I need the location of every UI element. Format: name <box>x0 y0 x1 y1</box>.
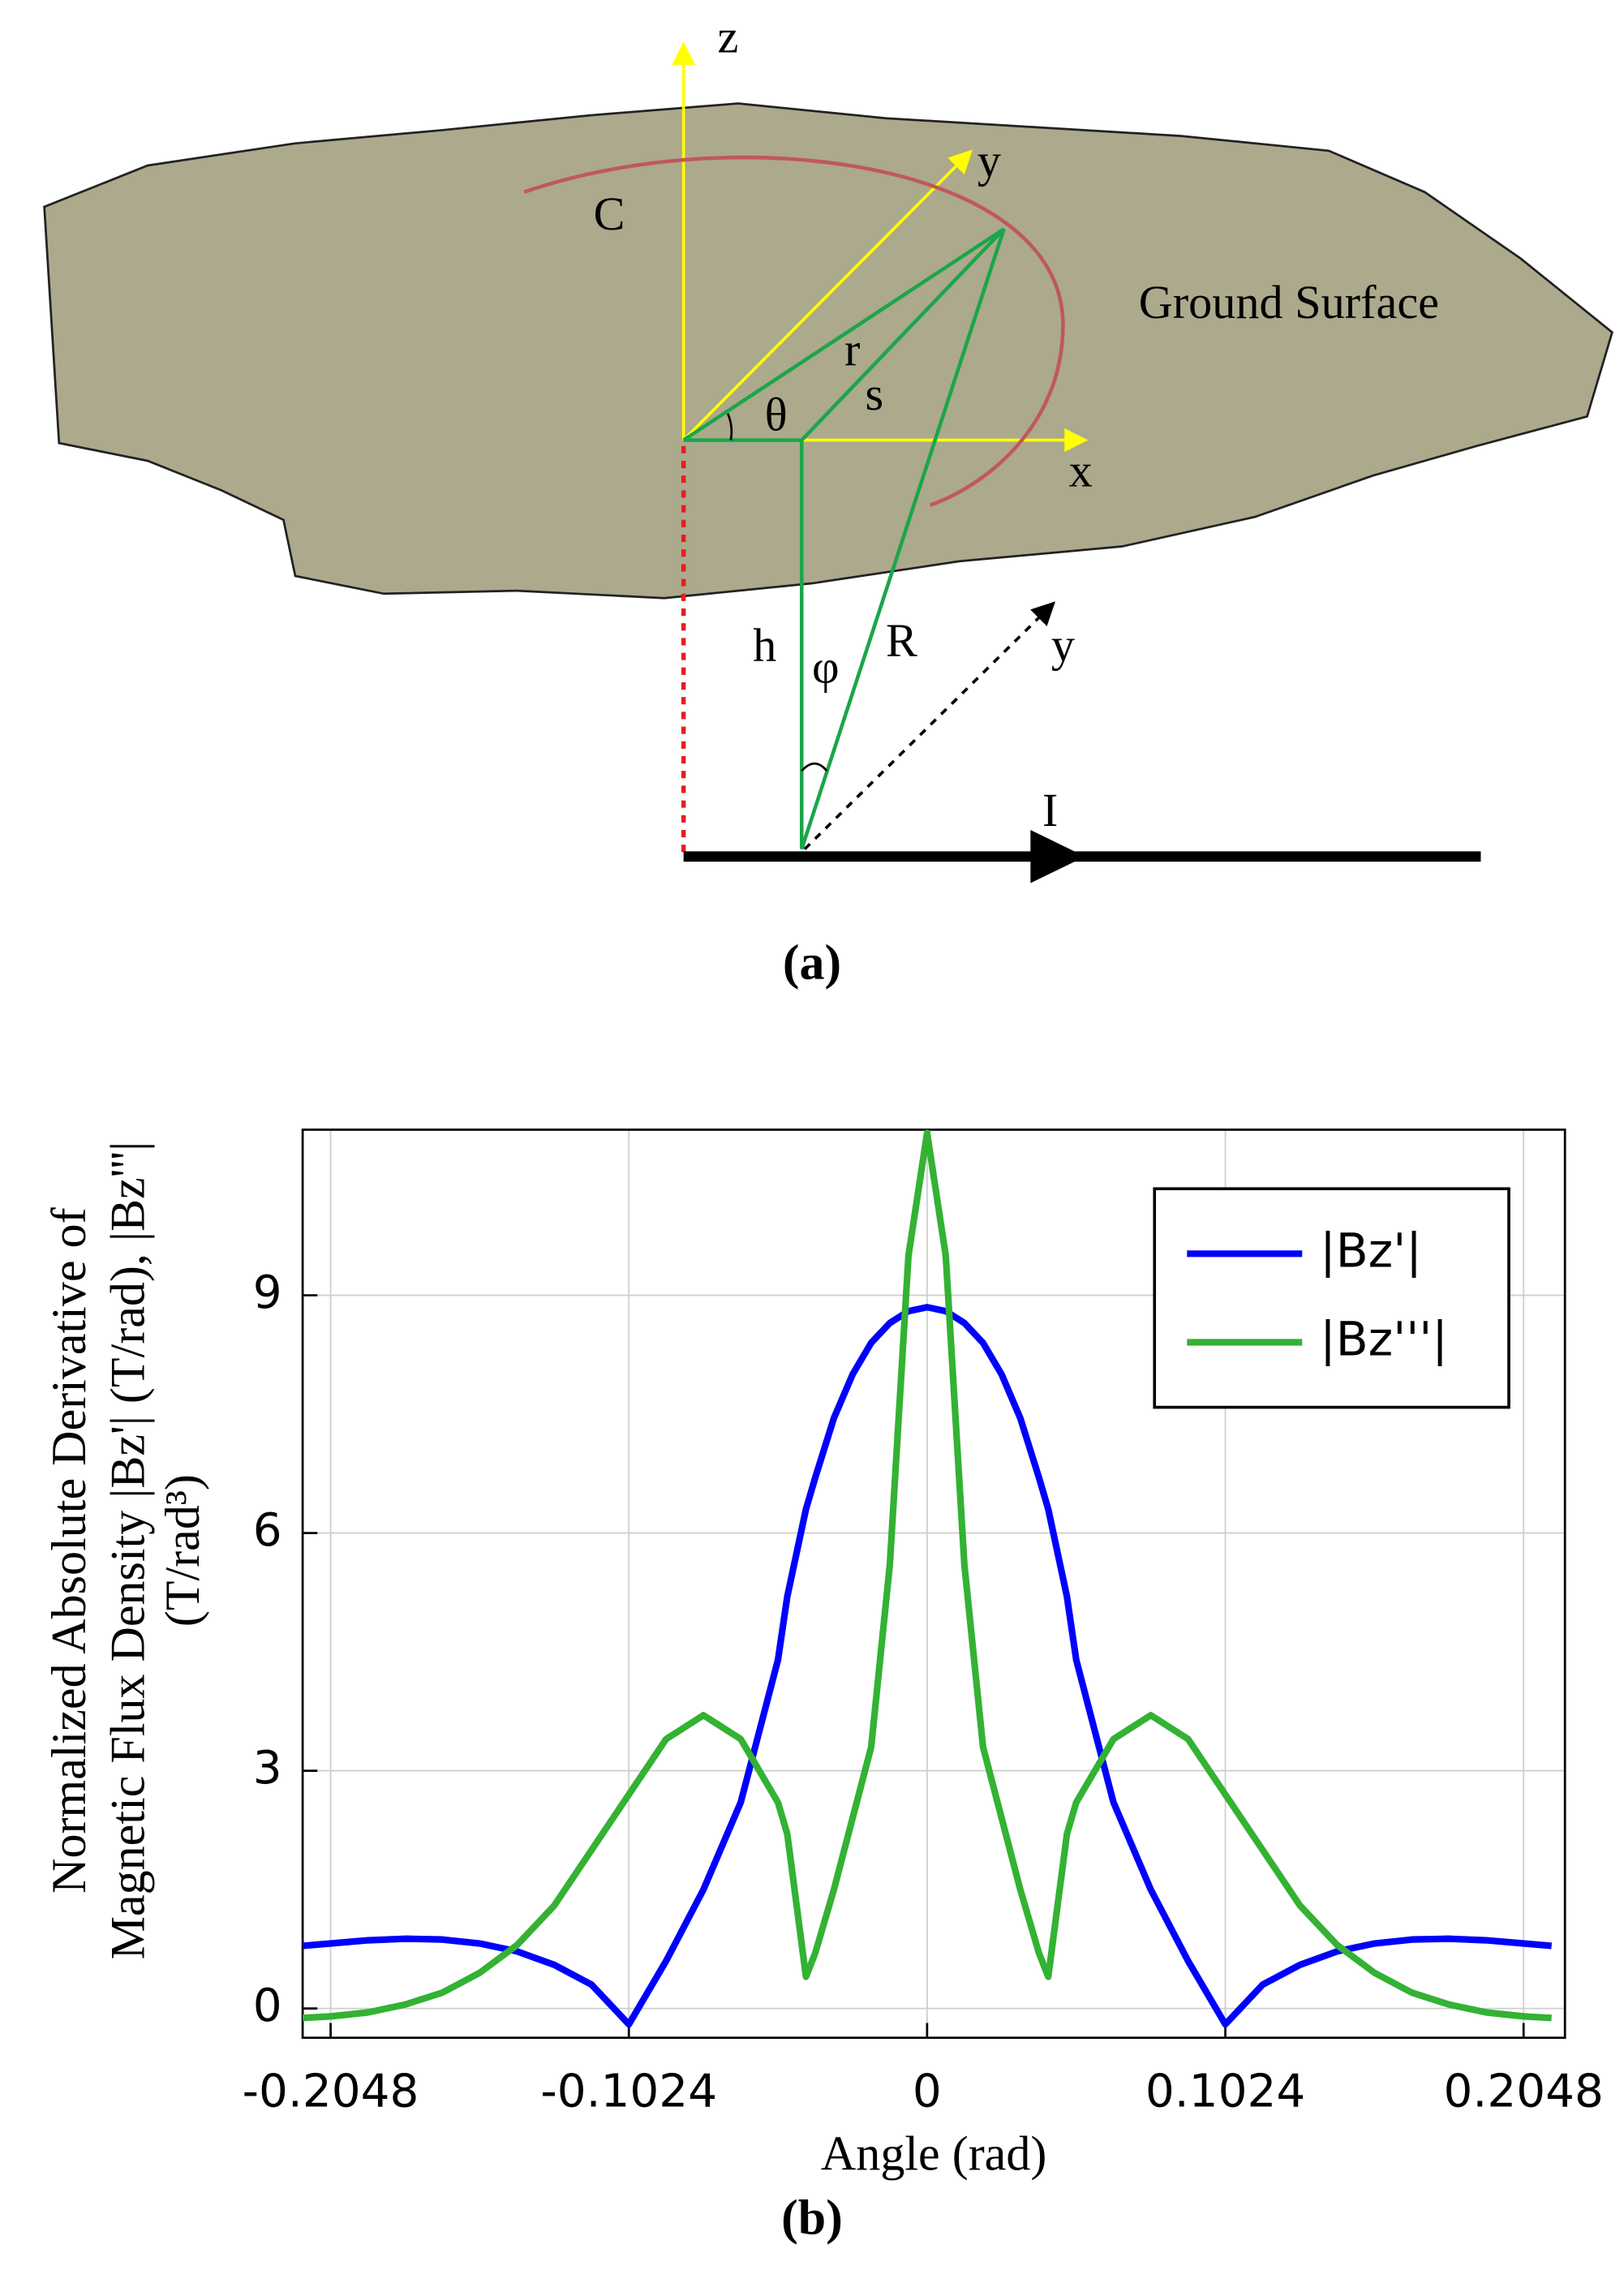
series-line <box>302 1304 1553 2028</box>
x-tick-label: 0.1024 <box>1145 2066 1305 2118</box>
y-axis-title: (T/rad³) <box>155 1474 209 1627</box>
label: Ground Surface <box>1139 276 1439 329</box>
y-axis-title: Magnetic Flux Density |Bz'| (T/rad), |Bz… <box>101 1142 155 1960</box>
label: h <box>753 618 776 671</box>
y-tick-label: 3 <box>253 1742 282 1795</box>
label: C <box>594 187 625 240</box>
plot-frame <box>301 1129 1566 2040</box>
series-line <box>302 1129 1552 2022</box>
legend-label: |Bz'''| <box>1320 1312 1448 1367</box>
label: θ <box>765 388 788 441</box>
y-tick-label: 0 <box>253 1980 282 2032</box>
label: z <box>718 10 739 62</box>
y-axis <box>682 149 973 441</box>
y-tick-label: 6 <box>253 1504 282 1557</box>
x-axis-title: Angle (rad) <box>821 2126 1046 2181</box>
label: y <box>1051 618 1075 671</box>
y-axis-title: Normalized Absolute Derivative of <box>41 1207 96 1893</box>
caption: (b) <box>781 2190 843 2245</box>
diagram: z y C Ground Surface r s θ x h φ R y I (… <box>43 10 1614 990</box>
x-tick-label: 0 <box>913 2066 942 2118</box>
phi-arc <box>801 762 828 772</box>
chart: -0.2048 -0.1024 0 0.1024 0.2048 0 3 6 9 |Bz'| |Bz'… <box>41 1129 1604 2245</box>
x-tick-label: -0.2048 <box>243 2066 419 2118</box>
caption: (a) <box>783 935 841 990</box>
curve-c <box>523 155 1065 507</box>
label: R <box>886 614 917 667</box>
label: φ <box>812 641 840 694</box>
x-tick-label: 0.2048 <box>1444 2066 1604 2118</box>
theta-arc <box>726 413 733 441</box>
ground-surface <box>43 102 1614 600</box>
label: r <box>844 323 860 376</box>
geometry-lines <box>682 227 1006 850</box>
x-tick-label: -0.1024 <box>540 2066 717 2118</box>
current-arrow <box>1030 829 1085 884</box>
y-tick-label: 9 <box>253 1266 282 1319</box>
label: I <box>1042 784 1058 836</box>
diagram-labels: z y C Ground Surface r s θ x h φ R y I <box>594 10 1439 836</box>
label: s <box>866 368 884 420</box>
label: y <box>977 134 1001 187</box>
label: x <box>1069 445 1093 497</box>
legend-label: |Bz'| <box>1320 1223 1422 1278</box>
legend-box <box>1153 1187 1510 1409</box>
